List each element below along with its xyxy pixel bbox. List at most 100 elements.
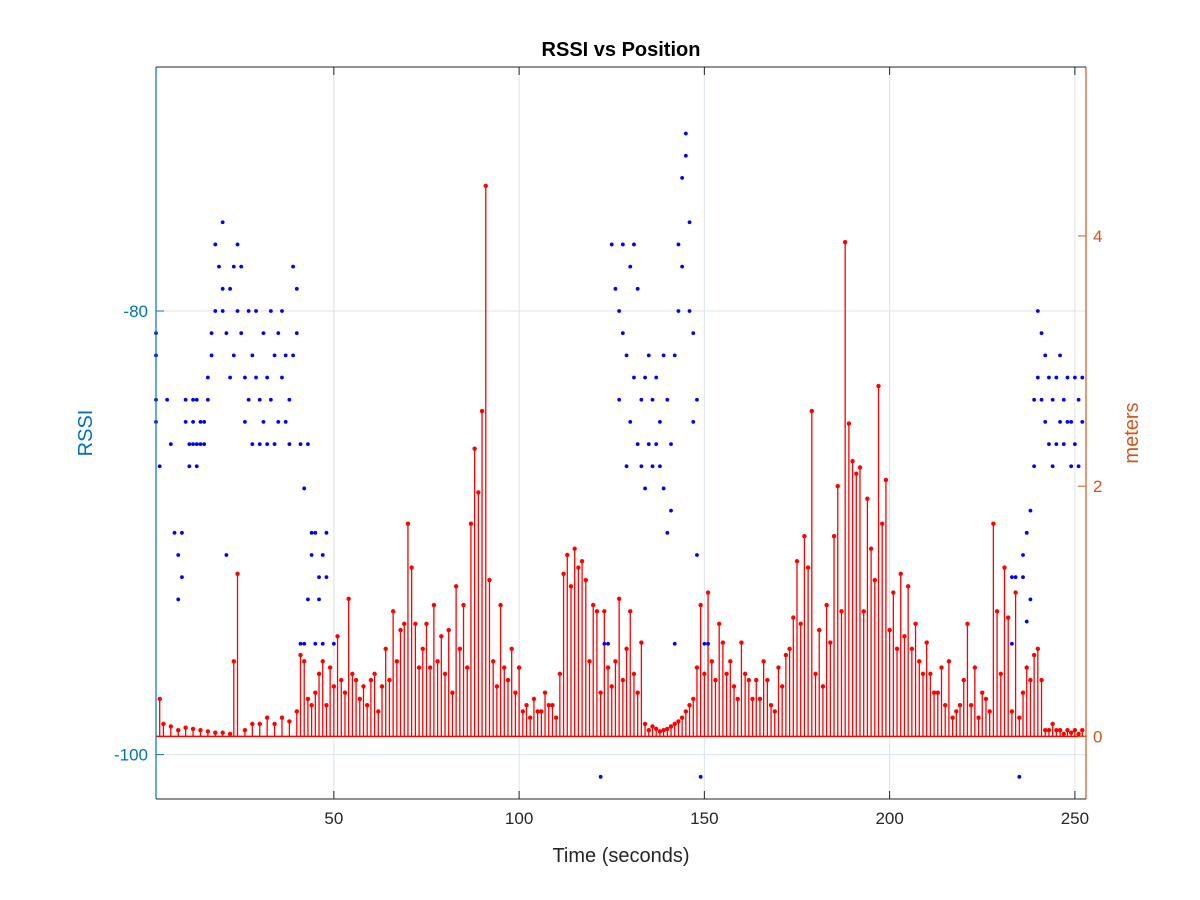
rssi-point <box>283 420 288 424</box>
rssi-point <box>309 530 314 535</box>
stem-marker <box>1005 615 1011 620</box>
rssi-point <box>187 464 192 469</box>
stem-marker <box>227 731 233 737</box>
rssi-point <box>632 375 636 380</box>
stem-marker <box>950 715 955 720</box>
rssi-point <box>320 641 325 646</box>
rssi-point <box>1035 309 1040 313</box>
rssi-point <box>635 286 640 291</box>
rssi-point <box>176 553 181 557</box>
rssi-point <box>661 353 666 358</box>
stem-marker <box>924 640 929 645</box>
stem-marker <box>539 709 544 714</box>
rssi-point <box>183 397 188 402</box>
rssi-point <box>246 309 251 313</box>
stem-marker <box>483 183 488 189</box>
rssi-point <box>672 641 677 646</box>
stem-marker <box>698 602 703 608</box>
rssi-point <box>628 264 633 269</box>
stem-marker <box>498 602 503 608</box>
rssi-point <box>250 442 255 446</box>
rssi-point <box>157 464 162 469</box>
rssi-point <box>235 242 240 247</box>
stem-marker <box>994 609 1000 614</box>
stem-marker <box>802 534 807 539</box>
stem-marker <box>631 671 637 677</box>
stem-marker <box>705 590 711 595</box>
stem-marker <box>842 239 848 245</box>
rssi-point <box>202 442 207 446</box>
rssi-point <box>1043 420 1048 424</box>
stem-marker <box>883 477 889 483</box>
rssi-point <box>643 375 647 380</box>
rssi-point <box>194 397 199 402</box>
rssi-point <box>624 464 629 469</box>
rssi-point <box>680 264 685 269</box>
rssi-point <box>317 597 321 602</box>
rssi-point <box>687 309 692 313</box>
stem-marker <box>413 621 418 627</box>
rssi-point <box>676 309 681 313</box>
stem-marker <box>739 640 744 645</box>
chart-title: RSSI vs Position <box>542 39 701 61</box>
stem-marker <box>235 571 240 576</box>
rssi-point <box>613 286 618 291</box>
rssi-point <box>239 264 244 269</box>
stem-marker <box>620 677 626 683</box>
rssi-point <box>669 442 673 446</box>
stem-marker <box>390 609 396 614</box>
stem-marker <box>868 546 874 551</box>
rssi-point <box>661 486 666 491</box>
rssi-point <box>676 242 681 247</box>
stem-marker <box>442 671 448 677</box>
stem-marker <box>557 671 563 677</box>
rssi-point <box>280 375 284 380</box>
stem-marker <box>198 727 203 733</box>
rssi-point <box>224 331 229 336</box>
rssi-point <box>243 420 247 424</box>
rssi-point <box>1080 375 1085 380</box>
rssi-point <box>198 420 203 424</box>
rssi-point <box>620 242 625 247</box>
stem-marker <box>376 709 381 714</box>
rssi-point <box>620 331 625 336</box>
stem-marker <box>168 724 174 729</box>
stem-marker <box>628 609 633 614</box>
rssi-point <box>1080 420 1085 424</box>
stem-marker <box>257 721 262 727</box>
stem-marker <box>579 559 585 564</box>
stem-marker <box>728 659 733 664</box>
rssi-point <box>168 442 173 446</box>
rssi-point <box>172 530 177 535</box>
stem-marker <box>809 408 815 414</box>
rssi-point <box>205 397 210 402</box>
rssi-point <box>1061 397 1066 402</box>
stem-marker <box>898 571 903 576</box>
x-tick-label: 250 <box>1061 809 1089 828</box>
stem-marker <box>646 727 651 733</box>
stem-marker <box>528 715 533 720</box>
stem-marker <box>635 690 640 695</box>
rssi-point <box>228 375 233 380</box>
stem-marker <box>205 729 211 734</box>
rssi-point <box>294 331 299 336</box>
axes <box>155 66 1087 800</box>
rssi-point <box>1050 397 1055 402</box>
rssi-point <box>1028 508 1033 513</box>
rssi-point <box>646 442 651 446</box>
rssi-point <box>309 553 314 557</box>
stem-marker <box>839 609 844 614</box>
rssi-point <box>313 530 318 535</box>
stem-marker <box>465 665 470 670</box>
stem-marker <box>398 627 403 633</box>
stem-marker <box>594 609 600 614</box>
stem-marker <box>676 719 681 724</box>
rssi-point <box>650 397 655 402</box>
stem-marker <box>831 534 837 539</box>
rssi-point <box>632 242 636 247</box>
stem-marker <box>446 627 451 633</box>
x-tick-label: 150 <box>690 809 718 828</box>
rssi-point <box>665 530 670 535</box>
rssi-point <box>239 331 244 336</box>
stem-marker <box>850 458 855 464</box>
